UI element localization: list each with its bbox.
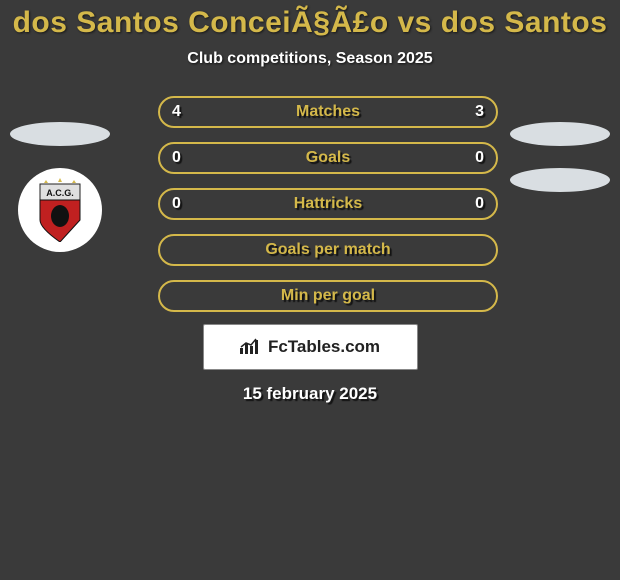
date-label: 15 february 2025 — [0, 384, 620, 404]
stat-row-min-per-goal: Min per goal — [158, 280, 498, 312]
stat-left-value: 0 — [172, 149, 181, 167]
stat-left-value: 0 — [172, 195, 181, 213]
left-ellipse-1 — [10, 122, 110, 146]
stat-right-value: 0 — [475, 149, 484, 167]
stat-right-value: 0 — [475, 195, 484, 213]
svg-text:A.C.G.: A.C.G. — [46, 188, 74, 198]
stat-label: Min per goal — [281, 287, 375, 305]
stat-row-goals-per-match: Goals per match — [158, 234, 498, 266]
site-label: FcTables.com — [268, 337, 380, 357]
bar-chart-icon — [240, 338, 262, 356]
stat-bars: 4 Matches 3 0 Goals 0 0 Hattricks 0 Goal… — [140, 96, 480, 312]
stat-label: Hattricks — [294, 195, 362, 213]
subtitle: Club competitions, Season 2025 — [0, 50, 620, 68]
club-crest-icon: A.C.G. — [28, 178, 92, 242]
stat-label: Goals per match — [265, 241, 390, 259]
page-title: dos Santos ConceiÃ§Ã£o vs dos Santos — [0, 6, 620, 40]
left-club-badge: A.C.G. — [18, 168, 102, 252]
right-ellipse-2 — [510, 168, 610, 192]
right-column — [510, 122, 610, 214]
content: dos Santos ConceiÃ§Ã£o vs dos Santos Clu… — [0, 0, 620, 404]
stat-label: Goals — [306, 149, 350, 167]
stat-row-hattricks: 0 Hattricks 0 — [158, 188, 498, 220]
right-ellipse-1 — [510, 122, 610, 146]
stat-label: Matches — [296, 103, 360, 121]
stat-left-value: 4 — [172, 103, 181, 121]
stat-row-goals: 0 Goals 0 — [158, 142, 498, 174]
site-badge[interactable]: FcTables.com — [203, 324, 418, 370]
left-column: A.C.G. — [10, 122, 110, 274]
stat-row-matches: 4 Matches 3 — [158, 96, 498, 128]
stat-right-value: 3 — [475, 103, 484, 121]
